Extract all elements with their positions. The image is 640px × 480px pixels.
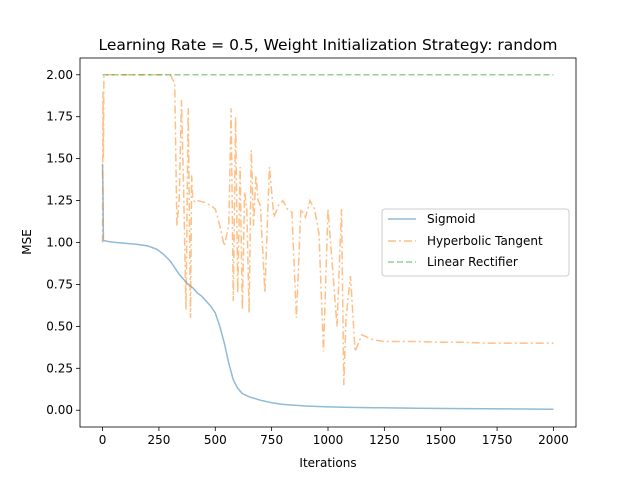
x-tick-label: 250 xyxy=(147,433,170,447)
x-tick-label: 2000 xyxy=(538,433,569,447)
y-tick-label: 1.50 xyxy=(46,152,73,166)
x-axis: 0 250 500 750 1000 1250 1500 1750 2000 xyxy=(99,427,569,447)
y-axis: 0.00 0.25 0.50 0.75 1.00 1.25 1.50 1.75 2.00 xyxy=(46,68,80,417)
x-tick-label: 1000 xyxy=(313,433,344,447)
legend-label-hyperbolic-tangent: Hyperbolic Tangent xyxy=(427,234,543,248)
y-tick-label: 0.75 xyxy=(46,277,73,291)
series-line-hyperbolic-tangent xyxy=(101,74,554,386)
x-axis-label: Iterations xyxy=(299,456,356,470)
y-tick-label: 1.25 xyxy=(46,194,73,208)
x-tick-label: 1250 xyxy=(369,433,400,447)
x-tick-label: 500 xyxy=(204,433,227,447)
chart-title: Learning Rate = 0.5, Weight Initializati… xyxy=(98,36,557,54)
x-tick-label: 1750 xyxy=(482,433,513,447)
legend: Sigmoid Hyperbolic Tangent Linear Rectif… xyxy=(381,208,570,277)
y-tick-label: 2.00 xyxy=(46,68,73,82)
legend-label-linear-rectifier: Linear Rectifier xyxy=(427,255,518,269)
y-tick-label: 0.50 xyxy=(46,319,73,333)
x-tick-label: 750 xyxy=(260,433,283,447)
series-layer xyxy=(101,74,554,410)
series-line-sigmoid xyxy=(101,163,554,410)
x-tick-label: 0 xyxy=(99,433,107,447)
y-tick-label: 0.25 xyxy=(46,361,73,375)
y-tick-label: 1.00 xyxy=(46,236,73,250)
y-tick-label: 0.00 xyxy=(46,403,73,417)
y-axis-label: MSE xyxy=(20,229,34,255)
x-tick-label: 1500 xyxy=(425,433,456,447)
legend-label-sigmoid: Sigmoid xyxy=(427,212,476,226)
legend-box xyxy=(381,208,570,277)
y-tick-label: 1.75 xyxy=(46,110,73,124)
